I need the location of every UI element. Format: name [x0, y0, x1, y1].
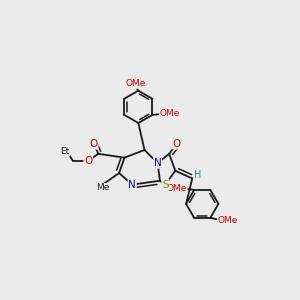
Text: H: H	[194, 170, 201, 180]
Text: OMe: OMe	[218, 216, 238, 225]
Text: S: S	[162, 180, 169, 190]
Text: OMe: OMe	[126, 79, 146, 88]
Text: OMe: OMe	[167, 184, 187, 193]
Text: OMe: OMe	[160, 109, 180, 118]
Text: Me: Me	[97, 184, 110, 193]
Text: N: N	[154, 158, 161, 168]
Text: O: O	[90, 139, 98, 149]
Text: O: O	[84, 156, 92, 166]
Text: N: N	[128, 180, 136, 190]
Text: Et: Et	[60, 147, 70, 156]
Text: O: O	[173, 139, 181, 149]
